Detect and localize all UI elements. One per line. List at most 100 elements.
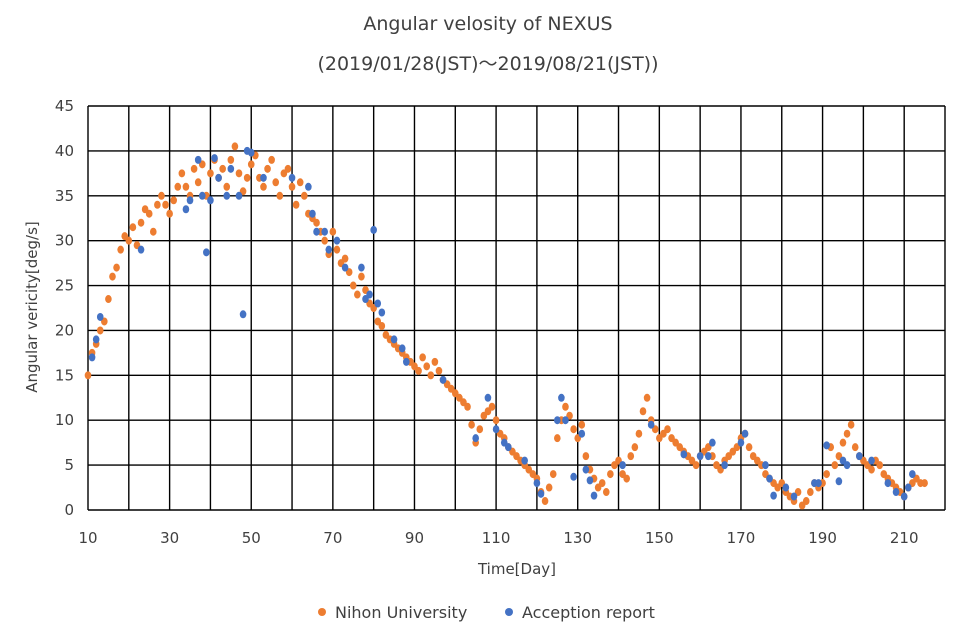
data-point-acception-report xyxy=(247,148,255,157)
data-point-nihon-university xyxy=(174,182,182,191)
data-point-nihon-university xyxy=(284,164,292,173)
data-point-nihon-university xyxy=(627,452,635,461)
y-tick-label: 40 xyxy=(55,142,74,160)
data-point-nihon-university xyxy=(639,407,647,416)
data-point-nihon-university xyxy=(562,402,569,411)
legend-label-nihon-university: Nihon University xyxy=(335,603,467,622)
data-point-acception-report xyxy=(215,173,222,182)
data-point-nihon-university xyxy=(117,245,124,254)
data-point-acception-report xyxy=(558,393,565,402)
data-point-acception-report xyxy=(313,227,320,236)
data-point-nihon-university xyxy=(260,182,267,191)
data-point-nihon-university xyxy=(235,169,243,178)
data-point-nihon-university xyxy=(823,470,830,479)
data-point-nihon-university xyxy=(578,420,586,429)
x-tick-label: 50 xyxy=(242,529,261,547)
data-point-acception-report xyxy=(182,205,190,214)
data-point-acception-report xyxy=(305,182,312,191)
data-point-nihon-university xyxy=(166,209,173,218)
data-point-acception-report xyxy=(194,155,202,164)
data-point-acception-report xyxy=(403,357,410,366)
data-point-acception-report xyxy=(868,456,875,465)
data-point-acception-report xyxy=(741,429,749,438)
x-tick-label: 30 xyxy=(160,529,179,547)
data-point-acception-report xyxy=(900,492,908,501)
data-point-acception-report xyxy=(582,465,590,474)
data-point-nihon-university xyxy=(194,178,202,187)
data-point-nihon-university xyxy=(223,182,231,191)
data-point-nihon-university xyxy=(349,281,357,290)
chart-title: Angular velosity of NEXUS xyxy=(363,13,612,35)
x-axis-label: Time[Day] xyxy=(477,560,556,578)
data-point-acception-report xyxy=(590,491,598,500)
x-axis-ticks: 10 30 50 70 90 110 130 150 170 190 210 xyxy=(78,529,918,547)
data-point-acception-report xyxy=(823,441,830,450)
data-point-acception-report xyxy=(333,236,341,245)
data-point-nihon-university xyxy=(378,321,386,330)
y-tick-label: 20 xyxy=(55,321,74,339)
data-point-nihon-university xyxy=(554,434,561,443)
data-point-acception-report xyxy=(325,245,333,254)
data-point-acception-report xyxy=(705,452,712,461)
data-point-nihon-university xyxy=(692,461,700,470)
y-tick-label: 45 xyxy=(55,97,74,115)
data-point-nihon-university xyxy=(921,479,928,488)
data-point-nihon-university xyxy=(329,227,337,236)
data-point-nihon-university xyxy=(423,362,431,371)
data-point-acception-report xyxy=(390,335,398,344)
data-point-acception-report xyxy=(892,488,900,497)
data-point-nihon-university xyxy=(313,218,320,227)
data-point-nihon-university xyxy=(358,272,365,281)
data-point-acception-report xyxy=(737,438,745,447)
data-point-nihon-university xyxy=(207,169,214,178)
data-point-acception-report xyxy=(904,483,912,492)
data-point-acception-report xyxy=(198,191,206,200)
data-point-acception-report xyxy=(137,245,145,254)
data-point-nihon-university xyxy=(170,196,177,205)
data-point-nihon-university xyxy=(582,452,590,461)
data-point-acception-report xyxy=(366,290,373,299)
data-point-nihon-university xyxy=(427,371,435,380)
data-point-acception-report xyxy=(537,489,545,498)
data-point-nihon-university xyxy=(145,209,153,218)
data-point-acception-report xyxy=(578,429,586,438)
data-point-nihon-university xyxy=(219,164,226,173)
data-point-acception-report xyxy=(533,479,541,488)
data-point-acception-report xyxy=(815,479,822,488)
data-point-acception-report xyxy=(341,263,349,272)
data-point-nihon-university xyxy=(276,191,284,200)
data-point-nihon-university xyxy=(84,371,92,380)
data-point-acception-report xyxy=(790,492,798,501)
data-point-acception-report xyxy=(484,393,492,402)
data-point-acception-report xyxy=(358,263,365,272)
data-point-acception-report xyxy=(374,299,382,308)
data-point-acception-report xyxy=(96,312,104,321)
data-point-acception-report xyxy=(88,353,96,362)
series-acception-report xyxy=(88,146,916,501)
grid xyxy=(87,105,946,511)
data-point-nihon-university xyxy=(162,200,169,209)
data-point-nihon-university xyxy=(264,164,271,173)
x-tick-label: 190 xyxy=(808,529,837,547)
data-point-acception-report xyxy=(884,479,892,488)
y-tick-label: 10 xyxy=(55,411,74,429)
data-point-nihon-university xyxy=(292,200,300,209)
data-point-nihon-university xyxy=(321,236,328,245)
data-point-acception-report xyxy=(782,483,790,492)
y-tick-label: 30 xyxy=(55,232,74,250)
data-point-nihon-university xyxy=(341,254,349,263)
data-point-nihon-university xyxy=(435,366,443,375)
data-point-acception-report xyxy=(211,154,218,163)
data-point-acception-report xyxy=(378,308,386,317)
data-point-nihon-university xyxy=(464,402,471,411)
data-point-nihon-university xyxy=(137,218,145,227)
data-point-nihon-university xyxy=(296,178,304,187)
data-point-nihon-university xyxy=(807,488,814,497)
legend: Nihon University Acception report xyxy=(318,603,655,622)
data-point-nihon-university xyxy=(643,393,651,402)
data-point-nihon-university xyxy=(109,272,116,281)
y-axis-ticks: 0 5 10 15 20 25 30 35 40 45 xyxy=(55,97,74,519)
data-point-acception-report xyxy=(370,225,377,234)
data-point-acception-report xyxy=(766,474,773,483)
y-tick-label: 25 xyxy=(55,277,74,295)
